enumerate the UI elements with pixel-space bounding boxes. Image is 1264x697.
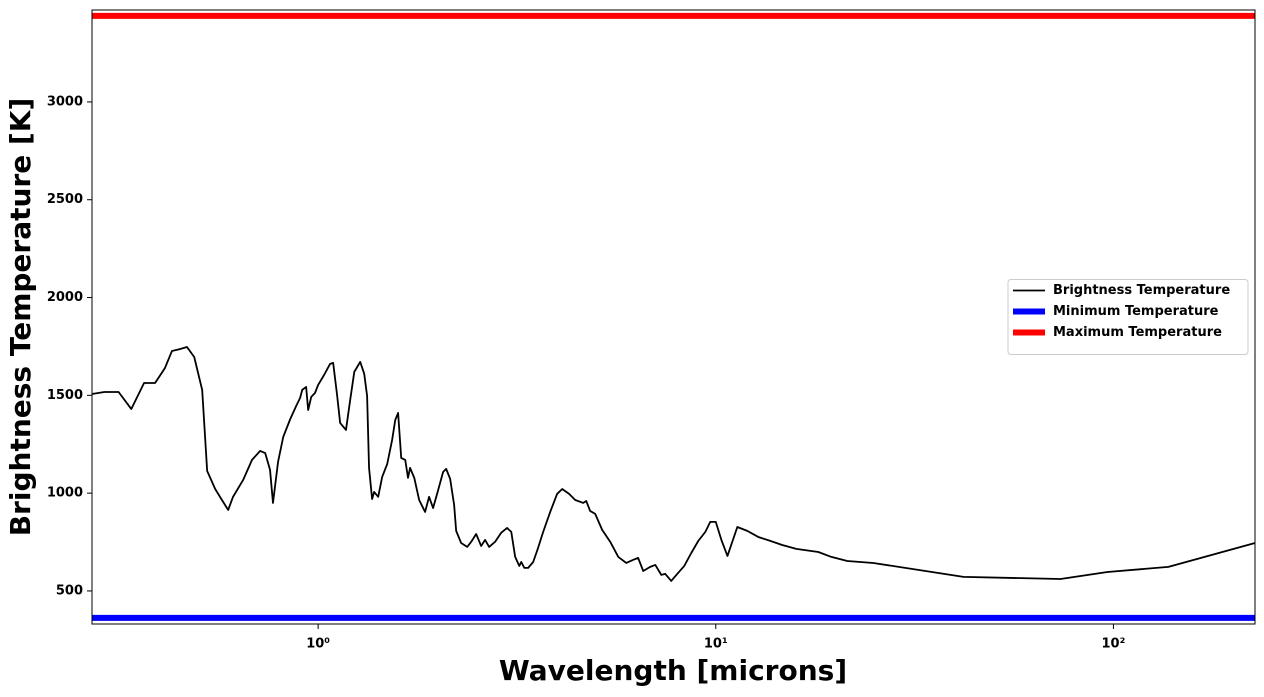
y-tick-label: 1000: [47, 486, 83, 501]
plot-frame: [91, 9, 1256, 625]
y-axis-label: Brightness Temperature [K]: [4, 98, 37, 537]
y-tick-label: 500: [56, 583, 83, 598]
x-tick-label: 10²: [1102, 637, 1126, 652]
x-axis-label: Wavelength [microns]: [499, 654, 847, 687]
legend-label: Minimum Temperature: [1053, 304, 1219, 319]
x-tick-label: 10⁰: [306, 637, 330, 652]
legend-box: [1007, 279, 1249, 355]
data-line: [91, 346, 1256, 582]
legend-label: Brightness Temperature: [1053, 283, 1230, 298]
y-tick-label: 2000: [47, 290, 83, 305]
y-tick-label: 1500: [47, 388, 83, 403]
legend-label: Maximum Temperature: [1053, 325, 1222, 340]
y-tick-label: 3000: [47, 94, 83, 109]
y-tick-label: 2500: [47, 192, 83, 207]
x-tick-label: 10¹: [704, 637, 728, 652]
